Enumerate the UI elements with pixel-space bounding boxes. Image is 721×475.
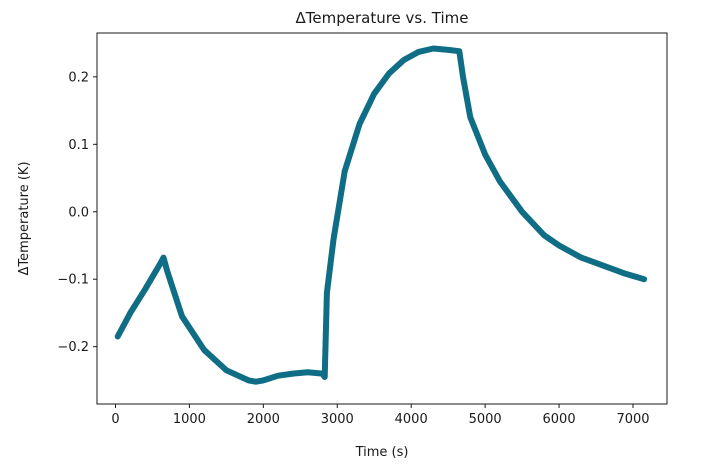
x-tick-label: 0	[111, 412, 119, 427]
x-tick-label: 7000	[616, 412, 649, 427]
y-tick-label: −0.1	[57, 273, 89, 288]
x-tick-label: 6000	[543, 412, 576, 427]
series-line	[114, 45, 648, 385]
y-axis: −0.2 −0.1 0.0 0.1 0.2	[57, 70, 97, 355]
chart-title: ΔTemperature vs. Time	[296, 9, 469, 27]
y-tick-label: 0.0	[68, 205, 89, 220]
x-axis: 0 1000 2000 3000 4000 5000 6000 7000	[111, 404, 650, 427]
y-tick-label: 0.2	[68, 70, 89, 85]
x-axis-label: Time (s)	[355, 445, 409, 460]
y-axis-label: ΔTemperature (K)	[17, 161, 32, 275]
y-tick-label: −0.2	[57, 340, 89, 355]
x-tick-label: 2000	[247, 412, 280, 427]
x-tick-label: 4000	[395, 412, 428, 427]
y-tick-label: 0.1	[68, 138, 89, 153]
plot-frame	[96, 32, 668, 405]
x-tick-label: 1000	[173, 412, 206, 427]
x-tick-label: 3000	[321, 412, 354, 427]
x-tick-label: 5000	[469, 412, 502, 427]
